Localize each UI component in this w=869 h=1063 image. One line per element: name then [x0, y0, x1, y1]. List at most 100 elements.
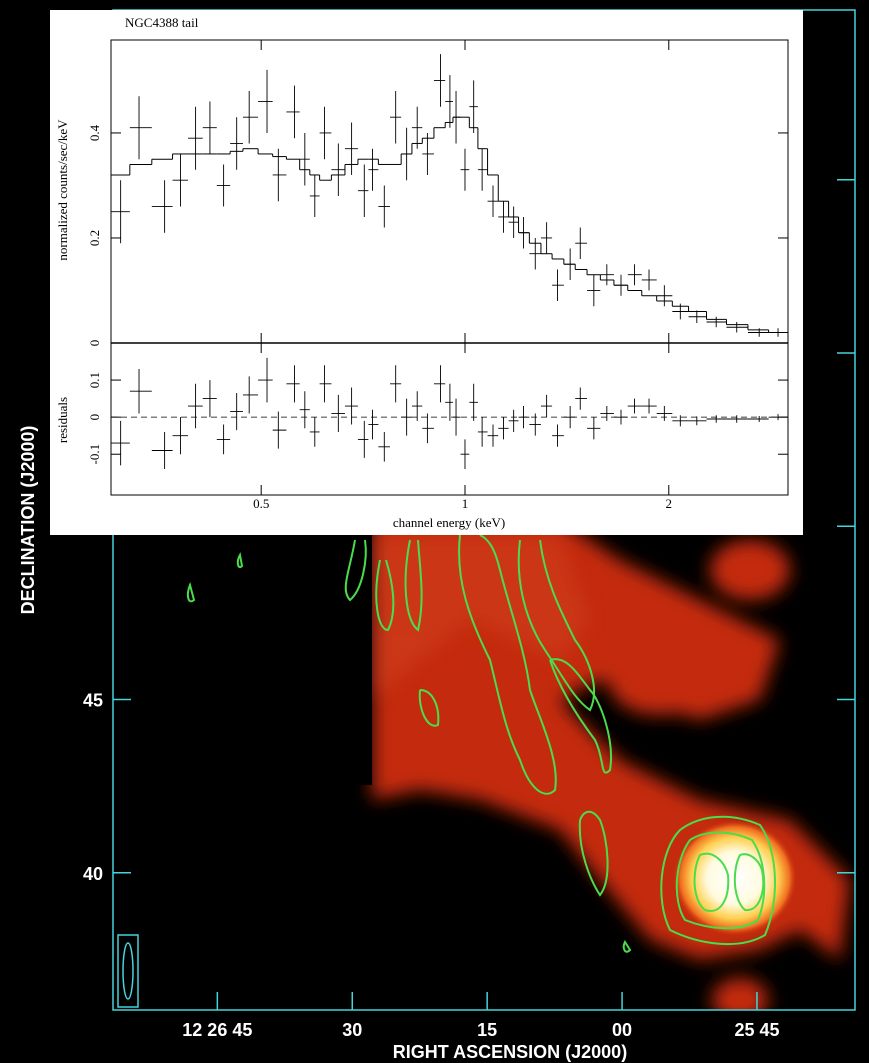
x-tick-label: 0.5: [253, 496, 269, 511]
spectrum-title: NGC4388 tail: [125, 15, 199, 30]
x-tick-label: 2: [666, 496, 673, 511]
error-bar: [706, 415, 727, 423]
y-tick-label: 0: [87, 414, 102, 421]
error-bar: [172, 417, 189, 455]
error-bar: [641, 269, 657, 291]
error-bar: [469, 80, 478, 133]
inset-background: [50, 10, 803, 535]
error-bar: [587, 417, 601, 440]
error-bar: [129, 368, 152, 414]
error-bar: [508, 409, 519, 432]
error-bar: [216, 424, 231, 455]
error-bar: [368, 409, 379, 440]
error-bar: [656, 406, 673, 421]
y-tick-label: -0.1: [87, 444, 102, 465]
error-bar: [411, 391, 423, 421]
error-bar: [286, 365, 300, 403]
error-bar: [216, 164, 231, 207]
error-bar: [344, 387, 358, 425]
error-bar: [518, 216, 530, 249]
error-bar: [258, 357, 273, 403]
error-bar: [627, 264, 642, 286]
y-tick-label: 0: [87, 340, 102, 347]
error-bar: [422, 413, 434, 444]
error-bar: [487, 424, 499, 447]
error-bar: [319, 106, 332, 160]
x-tick-label: 1: [462, 496, 469, 511]
error-bar: [378, 185, 390, 228]
error-bar: [613, 274, 628, 296]
error-bar: [587, 274, 601, 307]
error-bar: [747, 328, 769, 337]
error-bar: [357, 164, 369, 217]
spectrum-axes: 0 0.2 0.4 -0.1 0 0.1 0.5 1 2: [87, 40, 788, 511]
error-bar: [172, 153, 189, 207]
y-tick-label: 40: [83, 864, 103, 884]
error-bar: [540, 222, 553, 254]
error-bar: [368, 148, 379, 191]
xray-emission: [372, 535, 850, 1010]
error-bar: [331, 394, 345, 432]
error-bar: [202, 101, 217, 154]
error-bar: [411, 106, 423, 149]
error-bar: [460, 439, 470, 470]
error-bar: [422, 132, 434, 175]
x-tick-label: 00: [612, 1020, 632, 1040]
error-bar: [498, 417, 509, 440]
error-bar: [469, 383, 478, 421]
error-bar: [768, 328, 788, 337]
inset-frame: [110, 39, 789, 496]
error-bar: [344, 122, 358, 175]
error-bar: [575, 387, 588, 410]
x-tick-label: 15: [477, 1020, 497, 1040]
residual-panel: [111, 357, 788, 470]
error-bar: [357, 420, 369, 458]
error-bar: [202, 380, 217, 418]
error-bar: [627, 398, 642, 414]
error-bar: [529, 237, 541, 270]
radio-contours: [186, 534, 777, 953]
error-bar: [518, 406, 530, 429]
x-tick-label: 12 26 45: [182, 1020, 252, 1040]
error-bar: [309, 417, 320, 447]
error-bar: [299, 391, 310, 429]
y-axis-label: residuals: [55, 397, 70, 443]
error-bar: [111, 180, 130, 244]
error-bar: [477, 417, 488, 447]
error-bar: [529, 413, 541, 436]
error-bar: [389, 90, 402, 144]
error-bar: [445, 383, 453, 421]
error-bar: [129, 96, 152, 160]
error-bar: [706, 316, 727, 328]
error-bar: [641, 398, 657, 414]
y-axis-label: DECLINATION (J2000): [18, 426, 38, 615]
error-bar: [613, 409, 628, 425]
x-axis-label: RIGHT ASCENSION (J2000): [393, 1042, 627, 1062]
error-bar: [552, 269, 564, 301]
error-bar: [242, 90, 259, 144]
error-bar: [563, 406, 576, 429]
error-bar: [111, 420, 130, 466]
error-bar: [726, 415, 748, 423]
x-axis-label: channel energy (keV): [393, 515, 505, 530]
error-bar: [747, 416, 769, 422]
error-bar: [188, 383, 203, 429]
error-bar: [309, 174, 320, 217]
error-bar: [688, 416, 707, 426]
error-bar: [230, 117, 243, 170]
x-tick-label: 25 45: [734, 1020, 779, 1040]
error-bar: [600, 406, 614, 421]
y-tick-label: 0.1: [87, 372, 102, 388]
error-bar: [563, 248, 576, 280]
y-tick-label: 0.2: [87, 230, 102, 246]
error-bar: [688, 310, 707, 324]
error-bar: [151, 180, 173, 233]
error-bar: [258, 69, 273, 133]
error-bar: [319, 365, 332, 403]
spectrum-panel: [111, 54, 788, 337]
error-bar: [272, 411, 287, 449]
error-bar: [445, 75, 453, 128]
error-bar: [460, 148, 470, 191]
error-bar: [272, 148, 287, 202]
beam: [117, 934, 139, 1008]
